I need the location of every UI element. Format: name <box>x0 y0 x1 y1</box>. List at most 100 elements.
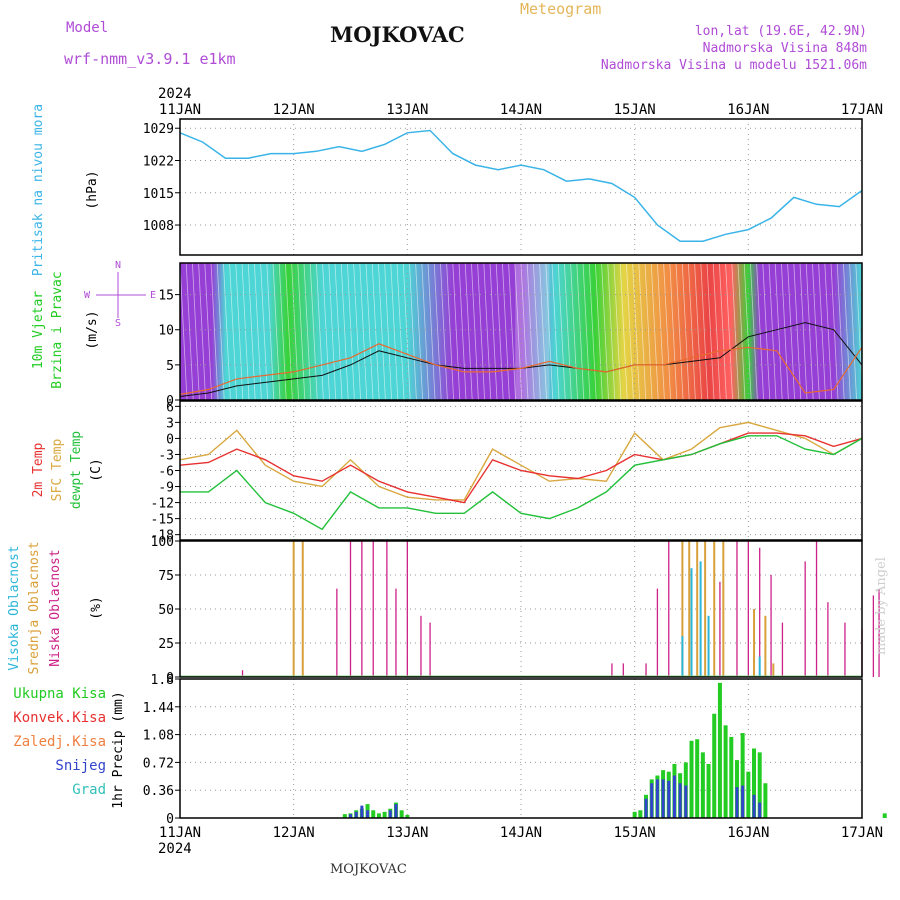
wind-barb-hatch <box>322 262 330 401</box>
y-tick-label: 1029 <box>143 122 174 137</box>
wind-barb-hatch <box>291 262 299 401</box>
precip-bar <box>667 780 671 818</box>
precip-bar <box>638 810 643 818</box>
wind-field <box>179 262 864 401</box>
frame-layer <box>175 118 863 819</box>
wind-barb-hatch <box>564 262 572 401</box>
wind-axis-title-2: Brzina i Pravac <box>50 271 65 388</box>
x-tick-label-bottom: 17JAN <box>841 825 883 841</box>
y-tick-label: 15 <box>158 289 174 304</box>
x-tick-label-top: 12JAN <box>273 102 315 118</box>
footer-station: MOJKOVAC <box>330 862 407 877</box>
wind-gust-line <box>179 343 863 395</box>
wind-barb-hatch <box>588 262 597 401</box>
wind-barb-hatch <box>340 262 349 401</box>
precip-bar <box>763 783 768 818</box>
y-tick-label: -6 <box>158 465 174 480</box>
y-tick-label: 6 <box>166 400 174 415</box>
freezing-rain-label: Zaledj.Kisa <box>13 734 106 750</box>
wind-barb-hatch <box>644 262 653 401</box>
temp-2m-axis-title: 2m Temp <box>31 442 46 497</box>
label-layer: 1029102210151008151050630-3-6-9-12-15-18… <box>7 86 883 857</box>
wind-barb-hatch <box>421 262 430 401</box>
wind-barb-hatch <box>477 262 485 401</box>
precip-bar <box>741 785 745 818</box>
wind-legend-n: N <box>115 260 121 271</box>
panel-frame-pressure <box>179 118 863 256</box>
wind-axis-title: 10m Vjetar <box>31 291 46 369</box>
x-tick-label-top: 16JAN <box>727 102 769 118</box>
y-tick-label: 100 <box>151 535 174 550</box>
wind-barb-hatch <box>632 262 640 401</box>
wind-barb-hatch <box>551 262 560 401</box>
wind-barb-hatch <box>700 262 709 401</box>
wind-barb-hatch <box>669 262 678 401</box>
wind-barb-hatch <box>737 262 746 401</box>
wind-barb-hatch <box>390 262 399 401</box>
precip-bar <box>382 811 387 818</box>
wind-legend-e: E <box>150 290 156 301</box>
x-tick-label-top: 13JAN <box>386 102 428 118</box>
model-label: Model <box>66 20 109 36</box>
watermark: made by Angel <box>874 557 889 655</box>
wind-legend-w: W <box>84 290 91 301</box>
sfc-temp-axis-title: SFC Temp <box>50 439 65 502</box>
panel-frame-precip <box>179 678 863 819</box>
wind-barb-hatch <box>750 262 758 401</box>
precip-bar <box>371 810 376 818</box>
wind-barb-hatch <box>235 262 244 401</box>
wind-barb-hatch <box>192 262 200 401</box>
wind-barb-hatch <box>353 262 361 401</box>
temp-unit-label: (C) <box>89 458 104 481</box>
cloud-low-axis-title: Niska Oblacnost <box>48 549 63 666</box>
precip-bar <box>752 794 756 818</box>
elevation-label: Nadmorska Visina 848m <box>702 41 867 56</box>
wind-barb-hatch <box>799 262 808 401</box>
wind-barb-hatch <box>595 262 603 401</box>
wind-barb-hatch <box>489 262 498 401</box>
dewpt-line <box>180 435 863 531</box>
precip-bar <box>712 713 717 818</box>
precip-bar <box>684 785 688 818</box>
y-tick-label: 1015 <box>143 187 174 202</box>
y-tick-label: -9 <box>158 481 174 496</box>
wind-barb-hatch <box>316 262 324 401</box>
product-title: Meteogram <box>520 0 602 18</box>
wind-barb-hatch <box>657 262 665 401</box>
wind-barb-hatch <box>607 262 616 401</box>
cloud-unit-label: (%) <box>89 596 104 619</box>
wind-barb-hatch <box>533 262 541 401</box>
y-tick-label: -3 <box>158 448 174 463</box>
wind-barb-hatch <box>458 262 467 401</box>
wind-barb-hatch <box>359 262 368 401</box>
cloud-mid-axis-title: Srednja Oblacnost <box>27 541 42 674</box>
wind-barb-hatch <box>768 262 777 401</box>
wind-barb-hatch <box>619 262 628 401</box>
wind-barb-hatch <box>731 262 740 401</box>
wind-barb-hatch <box>725 262 733 401</box>
y-tick-label: 5 <box>166 359 174 374</box>
wind-barb-hatch <box>688 262 696 401</box>
wind-barb-hatch <box>787 262 795 401</box>
wind-barb-hatch <box>824 262 833 401</box>
wind-barb-hatch <box>743 262 752 401</box>
rain-total-label: Ukupna Kisa <box>13 686 106 702</box>
wind-barb-hatch <box>452 262 461 401</box>
precip-bar <box>632 811 637 818</box>
precip-bar <box>700 752 705 818</box>
panel-frame-clouds <box>179 540 863 678</box>
wind-barb-hatch <box>260 262 268 401</box>
precip-bar <box>758 802 762 818</box>
wind-barb-hatch <box>384 262 392 401</box>
y-tick-label: 1.08 <box>143 729 174 744</box>
wind-barb-hatch <box>223 262 231 401</box>
model-name: wrf-nmm_v3.9.1 e1km <box>64 50 236 68</box>
wind-barb-hatch <box>427 262 436 401</box>
wind-barb-hatch <box>334 262 343 401</box>
x-tick-label-bottom: 16JAN <box>727 825 769 841</box>
wind-barb-hatch <box>694 262 702 401</box>
wind-barb-hatch <box>793 262 802 401</box>
precip-bar <box>757 752 762 818</box>
wind-barb-hatch <box>502 262 510 401</box>
wind-barb-hatch <box>254 262 262 401</box>
